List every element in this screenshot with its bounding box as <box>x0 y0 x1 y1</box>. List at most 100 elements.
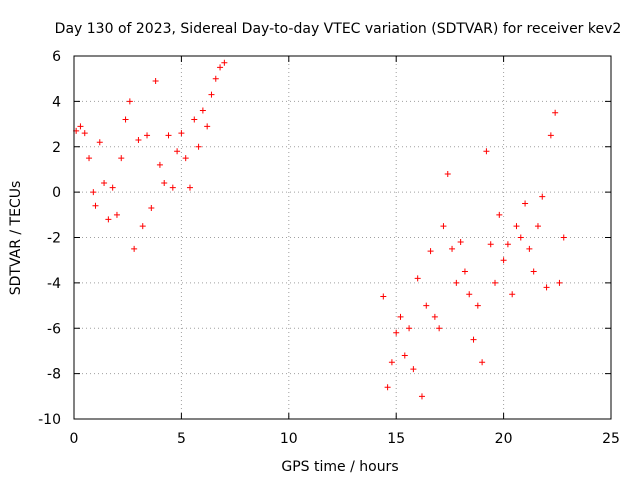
x-tick-label: 25 <box>602 431 620 447</box>
data-point <box>414 275 421 282</box>
data-point <box>496 211 503 218</box>
data-point <box>204 123 211 130</box>
data-point <box>547 132 554 139</box>
data-point <box>543 284 550 291</box>
data-point <box>504 241 511 248</box>
data-point <box>212 75 219 82</box>
y-tick-label: 6 <box>52 49 61 65</box>
data-point <box>483 148 490 155</box>
data-point <box>161 180 168 187</box>
x-tick-label: 0 <box>70 431 79 447</box>
data-point <box>152 77 159 84</box>
data-point <box>461 268 468 275</box>
data-point <box>217 64 224 71</box>
data-point <box>109 184 116 191</box>
data-point <box>397 313 404 320</box>
data-point <box>208 91 215 98</box>
y-tick-label: -8 <box>47 367 61 383</box>
data-point <box>380 293 387 300</box>
data-point <box>384 384 391 391</box>
data-point <box>199 107 206 114</box>
data-point <box>560 234 567 241</box>
x-tick-labels: 0 5 10 15 20 25 <box>70 431 620 447</box>
data-point <box>509 291 516 298</box>
data-point <box>195 143 202 150</box>
data-point <box>144 132 151 139</box>
data-point <box>118 155 125 162</box>
data-point <box>174 148 181 155</box>
data-point <box>453 279 460 286</box>
data-point <box>81 130 88 137</box>
data-point <box>487 241 494 248</box>
y-tick-labels: 6 4 2 0 -2 -4 -6 -8 -10 <box>38 49 61 428</box>
data-point <box>126 98 133 105</box>
y-tick-label: 2 <box>52 140 61 156</box>
data-point <box>410 366 417 373</box>
data-point <box>406 325 413 332</box>
data-point <box>393 329 400 336</box>
data-point <box>113 211 120 218</box>
data-point <box>182 155 189 162</box>
data-point <box>169 184 176 191</box>
data-point <box>77 123 84 130</box>
data-point <box>186 184 193 191</box>
data-point <box>418 393 425 400</box>
data-point <box>474 302 481 309</box>
data-point <box>517 234 524 241</box>
data-point <box>423 302 430 309</box>
chart-title: Day 130 of 2023, Sidereal Day-to-day VTE… <box>55 21 622 37</box>
data-point <box>221 59 228 66</box>
y-tick-label: 4 <box>52 94 61 110</box>
data-point <box>96 139 103 146</box>
data-point <box>401 352 408 359</box>
data-point <box>492 279 499 286</box>
data-point <box>148 205 155 212</box>
data-point <box>552 109 559 116</box>
data-point <box>139 223 146 230</box>
data-point <box>191 116 198 123</box>
grid-lines <box>74 56 611 419</box>
data-points <box>73 59 567 400</box>
data-point <box>449 245 456 252</box>
data-point <box>431 313 438 320</box>
data-point <box>479 359 486 366</box>
data-point <box>178 130 185 137</box>
plot-frame <box>73 55 612 420</box>
y-tick-label: -4 <box>47 276 61 292</box>
data-point <box>86 155 93 162</box>
data-point <box>470 336 477 343</box>
x-tick-label: 20 <box>495 431 513 447</box>
data-point <box>436 325 443 332</box>
data-point <box>444 170 451 177</box>
data-point <box>156 161 163 168</box>
data-point <box>131 245 138 252</box>
data-point <box>135 136 142 143</box>
y-tick-label: 0 <box>52 185 61 201</box>
data-point <box>388 359 395 366</box>
x-axis-label: GPS time / hours <box>281 459 398 475</box>
data-point <box>530 268 537 275</box>
data-point <box>539 193 546 200</box>
data-point <box>427 248 434 255</box>
data-point <box>534 223 541 230</box>
data-point <box>556 279 563 286</box>
y-tick-label: -10 <box>38 412 61 428</box>
x-tick-label: 15 <box>387 431 405 447</box>
data-point <box>466 291 473 298</box>
x-tick-label: 10 <box>280 431 298 447</box>
data-point <box>522 200 529 207</box>
data-point <box>105 216 112 223</box>
y-tick-label: -2 <box>47 231 61 247</box>
y-tick-label: -6 <box>47 321 61 337</box>
data-point <box>122 116 129 123</box>
data-point <box>526 245 533 252</box>
data-point <box>101 180 108 187</box>
data-point <box>513 223 520 230</box>
data-point <box>90 189 97 196</box>
series-segment-1 <box>73 59 228 252</box>
data-point <box>457 239 464 246</box>
series-segment-2 <box>380 109 567 400</box>
data-point <box>165 132 172 139</box>
data-point <box>92 202 99 209</box>
